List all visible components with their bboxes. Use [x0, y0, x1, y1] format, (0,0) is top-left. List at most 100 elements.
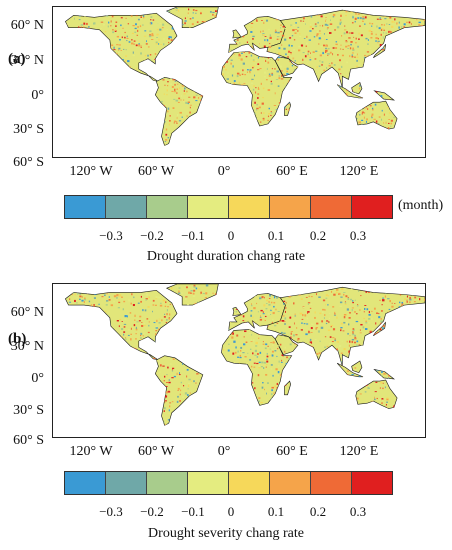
map-cell: [389, 134, 391, 136]
map-cell: [154, 118, 157, 120]
map-cell: [285, 139, 288, 142]
map-cell: [254, 387, 256, 390]
map-cell: [400, 287, 403, 289]
map-cell: [387, 328, 390, 330]
map-cell: [108, 328, 111, 330]
map-cell: [397, 99, 399, 101]
map-cell: [75, 65, 77, 67]
map-cell: [199, 147, 201, 148]
map-cell: [104, 62, 107, 65]
map-cell: [335, 47, 338, 49]
map-cell: [114, 350, 117, 352]
map-cell: [160, 100, 163, 103]
map-cell: [319, 54, 322, 57]
map-cell: [231, 83, 233, 85]
map-cell: [354, 84, 356, 85]
land-mass: [373, 90, 396, 101]
map-cell: [401, 332, 404, 335]
map-cell: [230, 59, 233, 61]
map-cell: [398, 54, 401, 57]
map-cell: [193, 284, 196, 287]
map-cell: [98, 51, 101, 54]
map-cell: [201, 435, 202, 437]
map-cell: [401, 146, 402, 148]
map-cell: [84, 123, 87, 126]
map-cell: [258, 400, 260, 402]
map-cell: [138, 381, 141, 383]
map-cell: [243, 83, 246, 85]
map-cell: [330, 8, 333, 11]
map-cell: [274, 29, 277, 32]
map-cell: [257, 413, 259, 415]
map-cell: [155, 99, 158, 102]
map-cell: [169, 48, 173, 51]
map-cell: [274, 350, 277, 352]
map-cell: [312, 370, 315, 372]
map-cell: [194, 84, 196, 86]
map-cell: [177, 71, 180, 74]
map-cell: [170, 353, 173, 355]
map-cell: [212, 97, 215, 100]
map-cell: [59, 15, 61, 17]
map-cell: [148, 321, 151, 323]
map-cell: [190, 44, 192, 46]
map-cell: [246, 428, 247, 430]
map-cell: [246, 389, 249, 391]
map-cell: [148, 65, 150, 68]
map-cell: [318, 352, 321, 354]
map-cell: [181, 32, 183, 35]
map-cell: [250, 286, 252, 289]
map-cell: [310, 364, 312, 367]
map-cell: [323, 33, 325, 35]
map-cell: [296, 287, 298, 289]
map-cell: [135, 386, 139, 389]
map-cell: [380, 317, 382, 320]
map-cell: [406, 306, 408, 309]
map-cell: [232, 386, 234, 388]
map-cell: [357, 80, 359, 82]
map-cell: [126, 71, 128, 73]
map-cell: [237, 356, 239, 358]
map-cell: [306, 323, 309, 325]
map-cell: [73, 341, 75, 344]
map-cell: [108, 334, 111, 337]
map-cell: [70, 154, 72, 156]
map-cell: [72, 374, 75, 377]
map-cell: [146, 348, 148, 351]
map-cell: [286, 380, 288, 383]
map-cell: [258, 331, 261, 333]
map-cell: [390, 286, 393, 288]
map-cell: [400, 371, 403, 374]
map-cell: [307, 403, 309, 405]
map-cell: [324, 116, 327, 119]
map-cell: [277, 118, 279, 120]
map-cell: [276, 8, 279, 10]
map-cell: [54, 298, 56, 299]
map-cell: [132, 89, 135, 91]
map-cell: [270, 114, 272, 116]
map-cell: [156, 62, 159, 65]
map-cell: [403, 52, 406, 54]
map-cell: [79, 295, 82, 298]
map-cell: [405, 403, 408, 406]
map-cell: [179, 341, 182, 344]
map-cell: [387, 44, 389, 46]
map-cell: [56, 145, 57, 147]
map-cell: [390, 412, 392, 414]
map-cell: [87, 122, 89, 125]
map-cell: [63, 148, 64, 150]
map-cell: [120, 143, 122, 145]
map-cell: [250, 150, 252, 151]
map-cell: [122, 144, 125, 146]
map-cell: [256, 19, 258, 21]
map-cell: [335, 392, 337, 395]
map-cell: [92, 60, 95, 63]
map-cell: [117, 113, 119, 116]
map-cell: [252, 35, 255, 38]
map-cell: [266, 299, 269, 302]
map-cell: [418, 50, 421, 52]
map-cell: [373, 88, 376, 90]
map-cell: [200, 291, 202, 294]
map-cell: [101, 47, 104, 49]
map-cell: [183, 313, 187, 315]
